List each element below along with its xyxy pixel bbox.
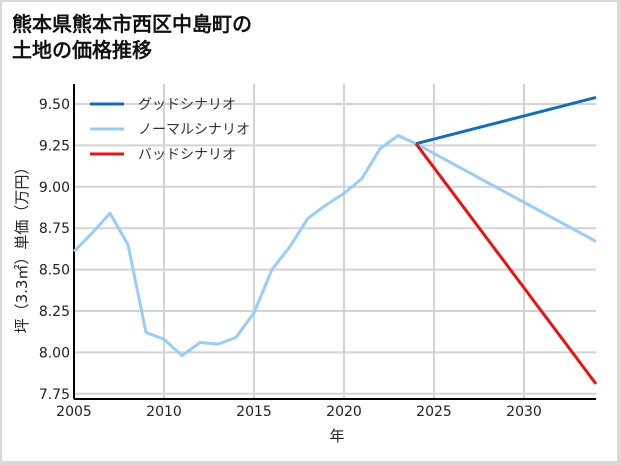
y-tick-label: 8.25 [39,304,70,320]
x-tick-label: 2015 [236,404,272,420]
x-tick-label: 2010 [146,404,182,420]
title-line-2: 土地の価格推移 [12,38,152,62]
x-tick-label: 2025 [416,404,452,420]
x-tick-label: 2030 [506,404,542,420]
x-tick-label: 2005 [56,404,92,420]
legend-label: グッドシナリオ [138,97,236,113]
y-axis-label: 坪（3.3㎡）単価（万円） [13,160,31,334]
title-line-1: 熊本県熊本市西区中島町の [12,12,252,36]
legend-label: バッドシナリオ [138,147,236,163]
legend-label: ノーマルシナリオ [138,122,250,138]
chart-frame [2,2,617,461]
y-tick-label: 8.00 [39,345,70,361]
y-tick-label: 7.75 [39,387,70,403]
series-line [414,142,598,385]
x-axis-label: 年 [329,427,344,445]
y-tick-label: 9.25 [39,138,70,154]
y-tick-label: 9.50 [39,97,70,113]
y-tick-label: 8.50 [39,263,70,279]
chart-title: 熊本県熊本市西区中島町の 土地の価格推移 [12,11,252,63]
x-tick-label: 2020 [326,404,362,420]
y-tick-label: 9.00 [39,180,70,196]
y-tick-label: 8.75 [39,221,70,237]
series-line [415,95,597,146]
series-line [72,134,597,358]
